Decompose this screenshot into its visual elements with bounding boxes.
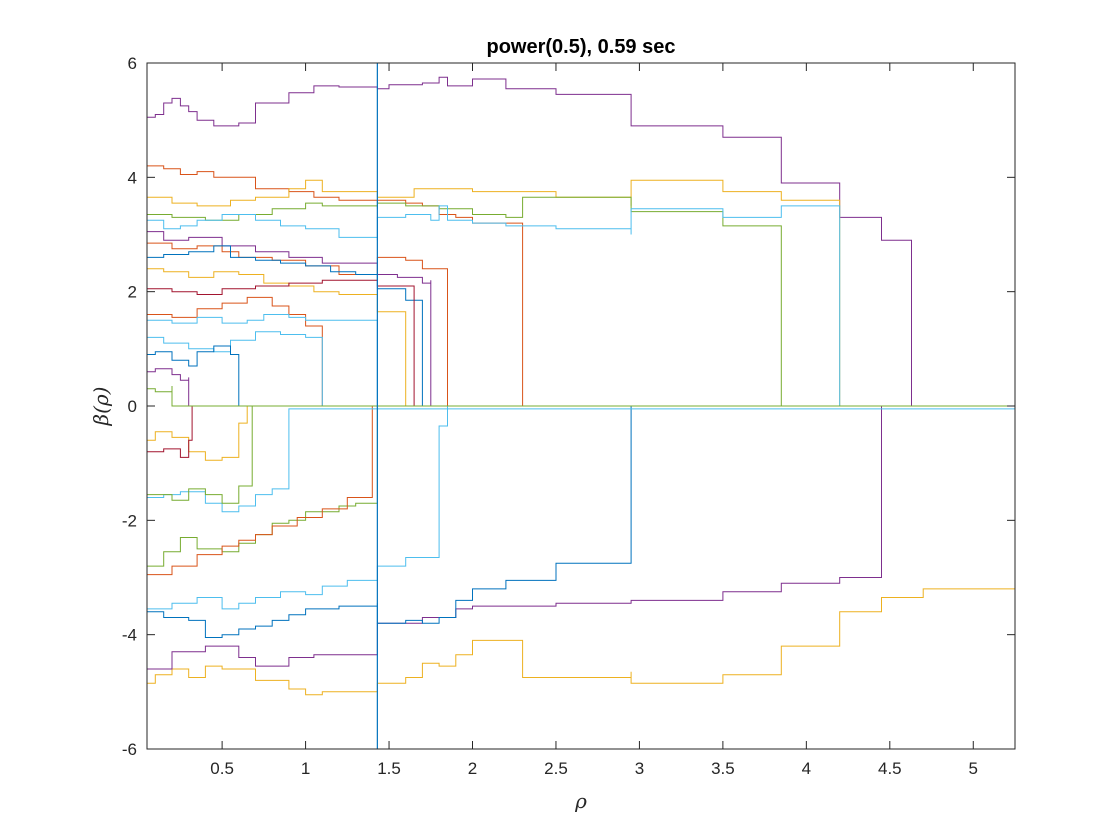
series-line-20 (147, 279, 1015, 407)
x-tick-label: 1.5 (377, 759, 401, 778)
x-tick-label: 2 (468, 759, 477, 778)
x-tick-label: 1 (301, 759, 310, 778)
y-tick-label: 0 (128, 397, 137, 416)
x-tick-label: 3.5 (711, 759, 735, 778)
series-line-19 (147, 245, 1015, 407)
y-axis-ticks: -6 -4 -2 0 2 4 6 (122, 54, 1015, 759)
series-line-25 (147, 368, 1015, 407)
series-line-10 (147, 405, 1015, 461)
series-line-12 (147, 165, 1015, 407)
series-line-1 (147, 76, 1015, 407)
series-line-8 (147, 406, 1016, 513)
series-line-13 (147, 179, 1015, 407)
chart-title: power(0.5), 0.59 sec (487, 36, 676, 58)
series-line-9 (147, 405, 1015, 504)
y-tick-label: 6 (128, 54, 137, 73)
y-tick-label: 2 (128, 283, 137, 302)
y-axis-label: β(ρ) (89, 387, 113, 427)
x-axis-ticks: 0.5 1 1.5 2 2.5 3 3.5 4 4.5 5 (210, 63, 978, 778)
series-line-22 (147, 314, 1015, 407)
y-tick-label: -6 (122, 740, 137, 759)
series-line-5 (147, 405, 1015, 610)
y-tick-label: 4 (128, 168, 137, 187)
series-layer (147, 76, 1016, 696)
x-tick-label: 3 (635, 759, 644, 778)
series-line-15 (147, 205, 1015, 407)
series-line-14 (147, 196, 1015, 407)
x-tick-label: 0.5 (210, 759, 234, 778)
series-line-7 (147, 405, 1015, 576)
x-tick-label: 4.5 (878, 759, 902, 778)
y-tick-label: -2 (122, 511, 137, 530)
series-line-24 (147, 345, 1015, 407)
x-tick-label: 4 (802, 759, 811, 778)
x-tick-label: 5 (969, 759, 978, 778)
series-line-26 (147, 386, 1015, 407)
series-line-4 (147, 405, 1015, 638)
y-tick-label: -4 (122, 626, 137, 645)
series-line-23 (147, 331, 1015, 407)
x-axis-label: ρ (574, 789, 587, 813)
x-tick-label: 2.5 (544, 759, 568, 778)
series-line-16 (147, 231, 1015, 407)
series-line-2 (147, 577, 1016, 696)
series-line-11 (147, 405, 1015, 458)
